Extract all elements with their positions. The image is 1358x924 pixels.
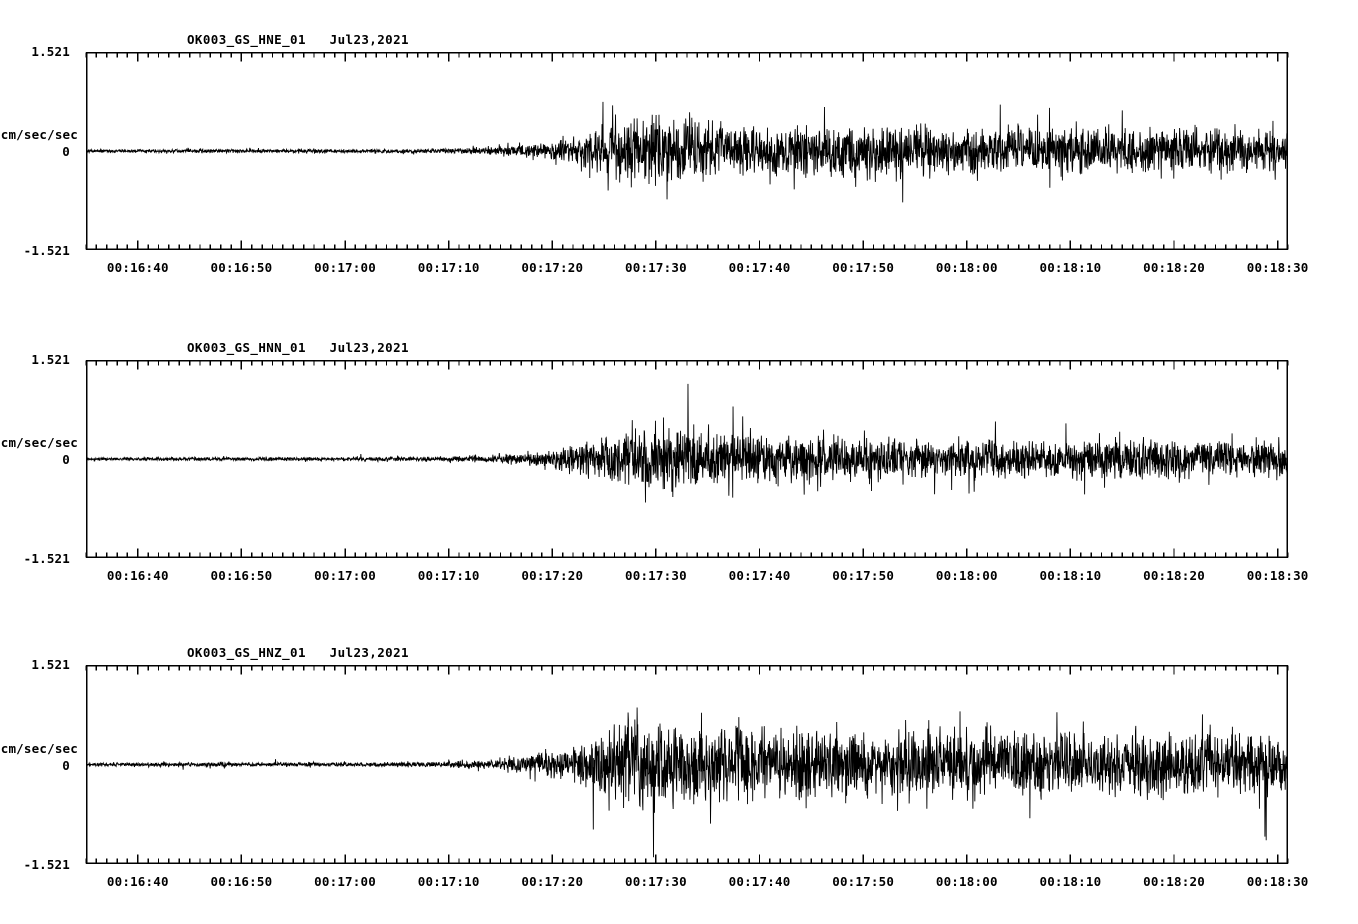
x-axis-tick-label: 00:17:30 [625, 874, 687, 889]
waveform-plot-hne [85, 52, 1289, 251]
panel-title-hnz: OK003_GS_HNZ_01 Jul23,2021 [187, 645, 409, 660]
y-axis-min-label-hnn: -1.521 [23, 551, 70, 566]
x-axis-tick-label: 00:18:00 [935, 260, 998, 275]
x-axis-tick-label: 00:17:20 [521, 260, 584, 275]
x-axis-tick-label: 00:16:50 [210, 260, 273, 275]
y-axis-min-label-hne: -1.521 [23, 243, 70, 258]
y-axis-units-label-hnn: cm/sec/sec [0, 435, 78, 450]
y-axis-max-label-hnn: 1.521 [31, 352, 70, 367]
x-axis-tick-label: 00:18:30 [1246, 568, 1309, 583]
y-axis-max-label-hnz: 1.521 [31, 657, 70, 672]
y-axis-zero-label-hnn: 0 [62, 452, 70, 467]
x-axis-tick-label: 00:17:40 [728, 874, 791, 889]
x-axis-tick-label: 00:17:30 [625, 568, 687, 583]
x-axis-tick-label: 00:17:40 [728, 568, 791, 583]
x-axis-tick-label: 00:17:10 [417, 568, 480, 583]
x-axis-tick-label: 00:16:40 [106, 260, 169, 275]
panel-title-hnn: OK003_GS_HNN_01 Jul23,2021 [187, 340, 409, 355]
y-axis-min-label-hnz: -1.521 [23, 857, 70, 872]
x-axis-tick-label: 00:18:20 [1143, 568, 1205, 583]
x-axis-tick-label: 00:17:20 [521, 568, 584, 583]
x-axis-tick-label: 00:17:00 [314, 568, 376, 583]
x-axis-tick-label: 00:16:40 [106, 568, 169, 583]
x-axis-tick-label: 00:16:50 [210, 568, 273, 583]
x-axis-tick-label: 00:18:20 [1143, 874, 1205, 889]
x-axis-tick-label: 00:18:00 [935, 874, 998, 889]
x-axis-tick-label: 00:17:00 [314, 260, 376, 275]
x-axis-tick-label: 00:17:00 [314, 874, 376, 889]
x-axis-tick-label: 00:18:30 [1246, 260, 1309, 275]
x-axis-tick-label: 00:17:30 [625, 260, 687, 275]
waveform-plot-hnn [85, 360, 1289, 559]
x-axis-tick-label: 00:18:10 [1039, 260, 1102, 275]
x-axis-tick-label: 00:18:30 [1246, 874, 1309, 889]
x-axis-tick-label: 00:17:20 [521, 874, 584, 889]
x-axis-tick-label: 00:17:50 [832, 260, 895, 275]
x-axis-tick-label: 00:17:10 [417, 260, 480, 275]
x-axis-tick-label: 00:18:10 [1039, 874, 1102, 889]
x-axis-tick-label: 00:17:50 [832, 874, 895, 889]
x-axis-tick-label: 00:18:20 [1143, 260, 1205, 275]
panel-title-hne: OK003_GS_HNE_01 Jul23,2021 [187, 32, 409, 47]
y-axis-units-label-hne: cm/sec/sec [0, 127, 78, 142]
x-axis-tick-label: 00:17:50 [832, 568, 895, 583]
x-axis-tick-label: 00:16:40 [106, 874, 169, 889]
y-axis-max-label-hne: 1.521 [31, 44, 70, 59]
x-axis-tick-label: 00:17:40 [728, 260, 791, 275]
y-axis-units-label-hnz: cm/sec/sec [0, 740, 78, 756]
x-axis-tick-label: 00:18:00 [935, 568, 998, 583]
x-axis-tick-label: 00:17:10 [417, 874, 480, 889]
x-axis-tick-label: 00:18:10 [1039, 568, 1102, 583]
y-axis-zero-label-hne: 0 [62, 144, 70, 159]
y-axis-zero-label-hnz: 0 [62, 757, 70, 773]
waveform-plot-hnz [85, 665, 1289, 865]
x-axis-tick-label: 00:16:50 [210, 874, 273, 889]
